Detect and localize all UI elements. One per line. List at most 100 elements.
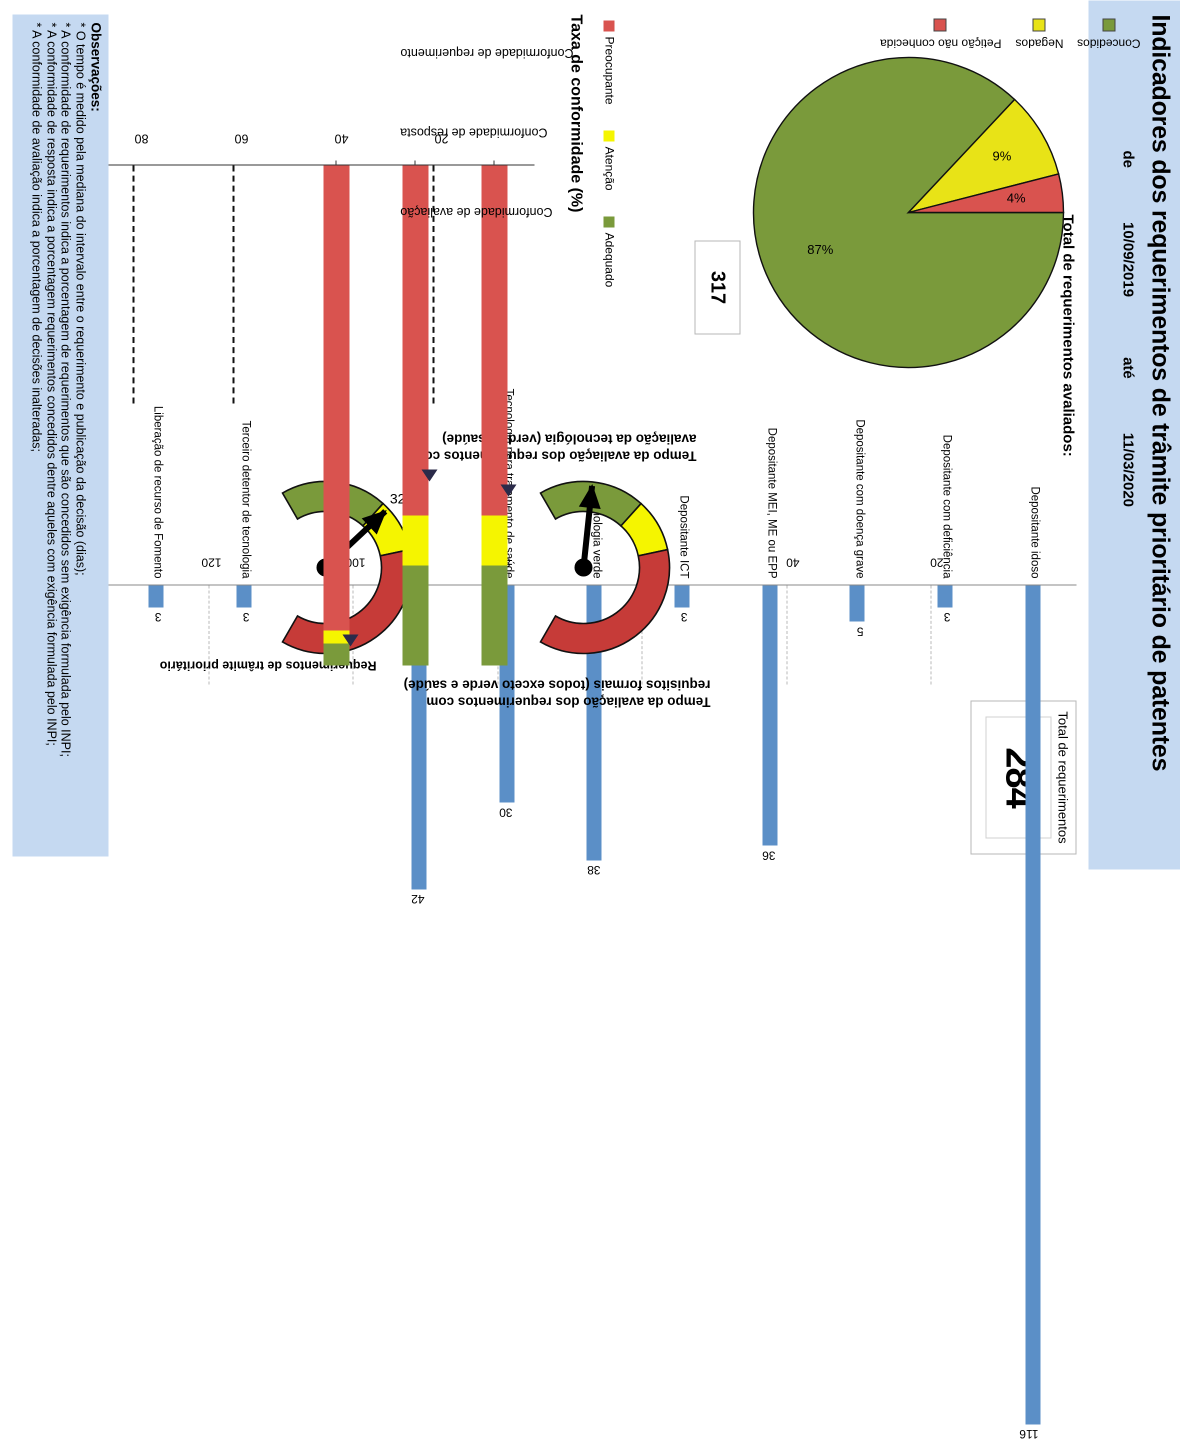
gauge-formal-title-l1: Tempo da avaliação dos requerimentos com bbox=[425, 694, 710, 709]
conformity-band-preocupante bbox=[322, 165, 349, 630]
conformity-plot-area: 20406080100 bbox=[27, 131, 534, 665]
legend-swatch-icon bbox=[603, 216, 615, 228]
gauge-tech-title: Tempo da avaliação dos requerimentos com… bbox=[412, 430, 696, 464]
requests-bar bbox=[148, 585, 163, 607]
poster-stage: Indicadores dos requerimentos de trâmite… bbox=[12, 0, 1180, 1441]
date-to-label: até bbox=[1119, 356, 1136, 379]
conformity-legend-item: Atenção bbox=[602, 130, 616, 190]
gauge-formal-title-l2: requisitos formais (todos exceto verde e… bbox=[403, 677, 710, 692]
conformity-band-adequado bbox=[481, 565, 508, 665]
requests-gridline bbox=[930, 585, 932, 684]
conformity-legend-item: Adequado bbox=[602, 216, 616, 287]
total-requests-card: Total de requerimentos 284 bbox=[970, 700, 1076, 854]
requests-bar-value: 116 bbox=[1019, 1426, 1039, 1441]
poster-sheet: Indicadores dos requerimentos de trâmite… bbox=[12, 0, 1180, 1441]
pie-slice-label: 4% bbox=[1006, 190, 1025, 205]
legend-swatch-icon bbox=[1032, 18, 1046, 31]
requests-category-label: Liberação de recurso de Fomento bbox=[151, 405, 164, 578]
total-requests-value-frame: 284 bbox=[985, 716, 1051, 838]
requests-axis-tick: 120 bbox=[200, 555, 221, 569]
conformity-legend-label: Atenção bbox=[602, 146, 616, 191]
conformity-title: Taxa de conformidade (%) bbox=[567, 14, 584, 212]
requests-bar bbox=[937, 585, 952, 607]
requests-bar-value: 36 bbox=[761, 848, 776, 863]
page-title: Indicadores dos requerimentos de trâmite… bbox=[1146, 14, 1174, 771]
requests-bar bbox=[849, 585, 865, 622]
requests-category-label: Depositante com doença grave bbox=[852, 418, 865, 578]
conformity-legend-label: Preocupante bbox=[602, 36, 616, 105]
observations-list: * O tempo é medido pela mediana do inter… bbox=[29, 22, 88, 848]
pie-legend-item: Negados bbox=[1015, 18, 1063, 50]
legend-swatch-icon bbox=[603, 20, 615, 31]
requests-category-label: Depositante MEI, ME ou EPP bbox=[765, 427, 778, 578]
pie-legend-label: Petição não conhecida bbox=[879, 36, 1001, 50]
conformity-band-atencao bbox=[402, 515, 428, 565]
conformity-legend: Preocupante Atenção Adequado bbox=[602, 20, 616, 287]
requests-bar bbox=[761, 585, 777, 846]
date-to: 11/03/2020 bbox=[1119, 432, 1136, 507]
pie-chart: 87% 9% 4% bbox=[748, 52, 1068, 372]
gauge-formal: 15 bbox=[488, 472, 678, 662]
conformity-row-label: Conformidade de resposta bbox=[400, 125, 548, 139]
observation-item: * A conformidade de resposta indica a po… bbox=[44, 22, 58, 746]
conformity-gridline bbox=[432, 165, 434, 403]
requests-category-label: Depositante idoso bbox=[1028, 485, 1041, 578]
gauge-needle-head-icon bbox=[578, 483, 601, 509]
gauge-tech-title-l2: avaliação da tecnológia (verde e saúde) bbox=[441, 431, 696, 446]
conformity-row-label: Conformidade de requerimento bbox=[400, 45, 574, 60]
conformity-track bbox=[322, 165, 349, 665]
observations-panel: Observações: * O tempo é medido pela med… bbox=[12, 14, 108, 856]
pie-slice-label: 9% bbox=[992, 148, 1011, 163]
gauge-formal-title: Tempo da avaliação dos requerimentos com… bbox=[403, 676, 710, 710]
legend-swatch-icon bbox=[1101, 18, 1115, 31]
pie-legend: Concedidos Negados Petição não conhecida bbox=[865, 18, 1140, 50]
requests-bar-value: 3 bbox=[680, 609, 688, 624]
requests-bar bbox=[1024, 585, 1040, 1424]
gauge-value: 32 bbox=[389, 490, 405, 506]
conformity-band-atencao bbox=[481, 515, 508, 565]
pie-legend-label: Negados bbox=[1014, 36, 1063, 50]
gauge-needle-head-icon bbox=[361, 509, 387, 534]
requests-bar-value: 5 bbox=[856, 624, 863, 639]
conformity-axis-tick: 80 bbox=[134, 131, 148, 145]
conformity-gridline bbox=[132, 165, 134, 403]
gauge-hub-icon bbox=[574, 558, 592, 576]
date-from: 10/09/2019 bbox=[1119, 221, 1136, 297]
requests-gridline bbox=[785, 585, 787, 684]
conformity-axis-tick: 40 bbox=[334, 131, 348, 145]
requests-axis-tick: 20 bbox=[930, 555, 944, 569]
date-range: de 10/09/2019 até 11/03/2020 bbox=[1119, 150, 1136, 850]
gauge-band bbox=[538, 548, 670, 654]
observations-heading: Observações: bbox=[88, 22, 103, 112]
conformity-legend-item: Preocupante bbox=[602, 20, 616, 104]
conformity-axis-tick: 60 bbox=[234, 131, 248, 145]
pie-legend-item: Petição não conhecida bbox=[879, 18, 1001, 50]
pie-total-value: 317 bbox=[706, 270, 729, 304]
date-from-label: de bbox=[1119, 150, 1136, 168]
title-band: Indicadores dos requerimentos de trâmite… bbox=[1088, 0, 1180, 869]
pie-total-card: 317 bbox=[694, 240, 740, 334]
pie-slice bbox=[905, 98, 1059, 214]
pie-slice-label: 87% bbox=[807, 242, 833, 257]
requests-bar-value: 42 bbox=[411, 891, 425, 906]
conformity-track bbox=[402, 165, 428, 665]
conformity-marker-icon bbox=[341, 634, 358, 646]
observation-item: * A conformidade de requerimentos indica… bbox=[58, 22, 73, 757]
legend-swatch-icon bbox=[933, 18, 947, 31]
gauge-tech-title-l1: Tempo da avaliação dos requerimentos com bbox=[411, 448, 696, 463]
conformity-track bbox=[481, 165, 508, 665]
conformity-marker-icon bbox=[500, 484, 517, 496]
requests-bar-value: 3 bbox=[943, 609, 951, 624]
legend-swatch-icon bbox=[603, 130, 615, 142]
gauge-band bbox=[280, 548, 412, 654]
requests-bar-value: 30 bbox=[498, 804, 513, 819]
pie-slice bbox=[907, 172, 1064, 213]
pie-slice bbox=[752, 56, 1064, 368]
requests-bar-value: 3 bbox=[154, 609, 162, 624]
conformity-gridline bbox=[232, 165, 234, 403]
pie-legend-item: Concedidos bbox=[1077, 18, 1140, 50]
observation-item: * A conformidade de avaliação indica a p… bbox=[29, 22, 44, 452]
observation-item: * O tempo é medido pela mediana do inter… bbox=[73, 22, 87, 576]
conformity-marker-icon bbox=[421, 469, 437, 481]
requests-category-label: Depositante ICT bbox=[677, 494, 690, 578]
